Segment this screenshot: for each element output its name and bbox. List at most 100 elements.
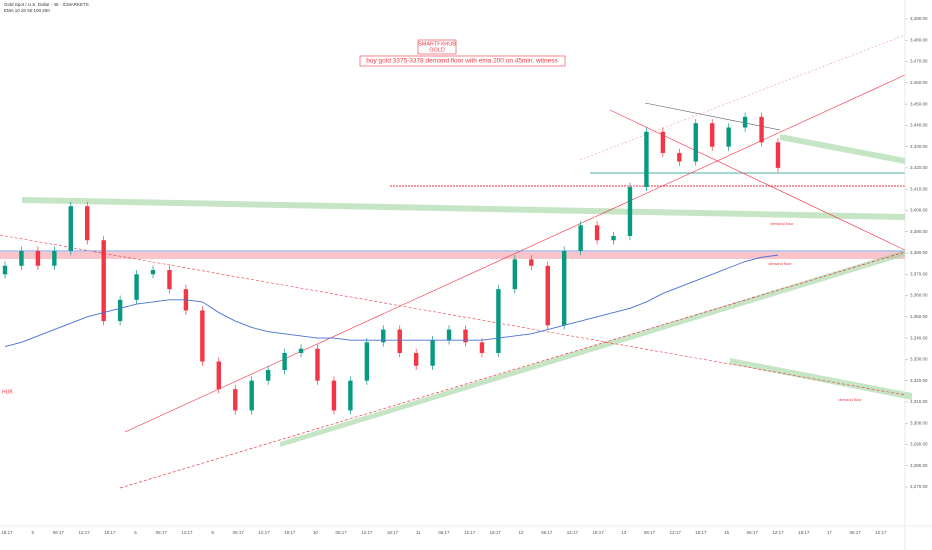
trend-band — [780, 134, 905, 164]
x-tick-label: 12:17 — [567, 530, 579, 535]
y-tick-label: 3,440.00 — [910, 123, 928, 128]
x-tick-label: 18:17 — [798, 530, 810, 535]
candle-body — [611, 235, 616, 241]
annotation-box — [359, 55, 566, 67]
candle-body — [381, 329, 386, 343]
candle-body — [529, 259, 534, 266]
candle-body — [216, 361, 222, 390]
annotation-box — [417, 39, 457, 55]
y-tick-label: 3,360.00 — [910, 293, 928, 298]
candle-body — [578, 225, 583, 251]
candle-body — [364, 342, 370, 381]
y-tick-label: 3,290.00 — [910, 442, 928, 447]
x-tick-label: 06:17 — [849, 530, 861, 535]
candle-body — [134, 274, 139, 300]
candle-body — [101, 240, 106, 322]
candle-body — [627, 187, 633, 236]
candle-body — [463, 329, 468, 343]
trend-line — [0, 234, 906, 396]
x-tick-label: 06:17 — [438, 530, 450, 535]
x-tick-label: 18:17 — [592, 530, 604, 535]
candle-body — [52, 250, 57, 266]
x-tick-label: 5 — [31, 530, 34, 535]
y-tick-label: 3,340.00 — [910, 335, 928, 340]
x-tick-label: 12:17 — [875, 530, 887, 535]
candle-body — [726, 127, 731, 147]
trend-band — [730, 358, 912, 400]
x-tick-label: 06:17 — [335, 530, 347, 535]
candle-body — [150, 270, 156, 275]
x-tick-label: 10 — [313, 530, 319, 535]
x-tick-label: 12:17 — [464, 530, 476, 535]
x-tick-label: 12 — [518, 530, 524, 535]
y-tick-label: 3,270.00 — [910, 484, 928, 489]
x-tick-label: 18:17 — [695, 530, 707, 535]
candle-body — [644, 131, 649, 188]
candle-body — [759, 116, 764, 143]
x-tick-label: 12:17 — [772, 530, 784, 535]
x-tick-label: 06:17 — [747, 530, 759, 535]
candle-body — [315, 348, 320, 381]
y-tick-label: 3,380.00 — [910, 250, 928, 255]
y-tick-label: 3,310.00 — [910, 399, 928, 404]
candle-body — [545, 265, 550, 326]
trend-line — [124, 74, 906, 433]
annotation: demand floor — [768, 261, 792, 266]
candle-body — [660, 131, 666, 154]
x-tick-label: 13 — [621, 530, 627, 535]
x-tick-label: 12:17 — [258, 530, 270, 535]
ema-line — [4, 254, 779, 348]
x-tick-label: 6 — [134, 530, 137, 535]
annotation: demand floor — [770, 221, 794, 226]
chart-subtitle: EMA 10 20 50 100 200 — [4, 8, 50, 13]
y-tick-label: 3,410.00 — [910, 186, 928, 191]
annotation: GOLD — [429, 47, 445, 53]
candle-body — [200, 310, 205, 362]
candle-body — [331, 380, 337, 411]
candle-body — [282, 352, 287, 370]
y-tick-label: 3,460.00 — [910, 80, 928, 85]
candle-body — [265, 370, 271, 381]
candle-body — [249, 380, 254, 411]
x-tick-label: 11 — [416, 530, 421, 535]
y-tick-label: 3,480.00 — [910, 37, 928, 42]
y-tick-label: 3,470.00 — [910, 59, 928, 64]
x-tick-label: 06:17 — [541, 530, 553, 535]
candle-body — [19, 250, 24, 266]
candle-body — [348, 380, 353, 411]
x-tick-label: 12:17 — [670, 530, 682, 535]
candle-body — [496, 289, 501, 353]
demand-zone — [0, 252, 905, 259]
y-tick-label: 3,420.00 — [910, 165, 928, 170]
x-tick-label: 12:17 — [78, 530, 90, 535]
annotation: buy gold 3375-3378 demand floor with ema… — [366, 58, 558, 65]
candle-body — [397, 329, 402, 353]
y-tick-label: 3,400.00 — [910, 208, 928, 213]
y-tick-label: 3,430.00 — [910, 144, 928, 149]
trend-line — [609, 109, 906, 251]
candle-body — [446, 329, 452, 341]
candle-body — [413, 352, 419, 366]
candle-body — [430, 340, 435, 366]
y-tick-label: 3,390.00 — [910, 229, 928, 234]
candle-body — [512, 259, 518, 290]
candle-body — [298, 348, 304, 353]
candle-body — [167, 270, 172, 290]
y-tick-label: 3,330.00 — [910, 357, 928, 362]
candle-body — [693, 123, 698, 162]
candle-body — [561, 250, 567, 326]
chart-title: Gold Spot / U.S. Dollar · 45 · ICMARKETS — [4, 2, 89, 7]
x-tick-label: 06:17 — [156, 530, 168, 535]
candle-body — [775, 142, 781, 168]
x-tick-label: 18:17 — [387, 530, 399, 535]
annotation: HUB — [2, 389, 13, 395]
x-tick-label: 12:17 — [361, 530, 373, 535]
candle-body — [117, 299, 123, 322]
y-tick-label: 3,300.00 — [910, 420, 928, 425]
channel-band — [22, 197, 905, 220]
candle-body — [677, 153, 682, 162]
candle-body — [68, 206, 73, 251]
x-tick-label: 15 — [724, 530, 730, 535]
